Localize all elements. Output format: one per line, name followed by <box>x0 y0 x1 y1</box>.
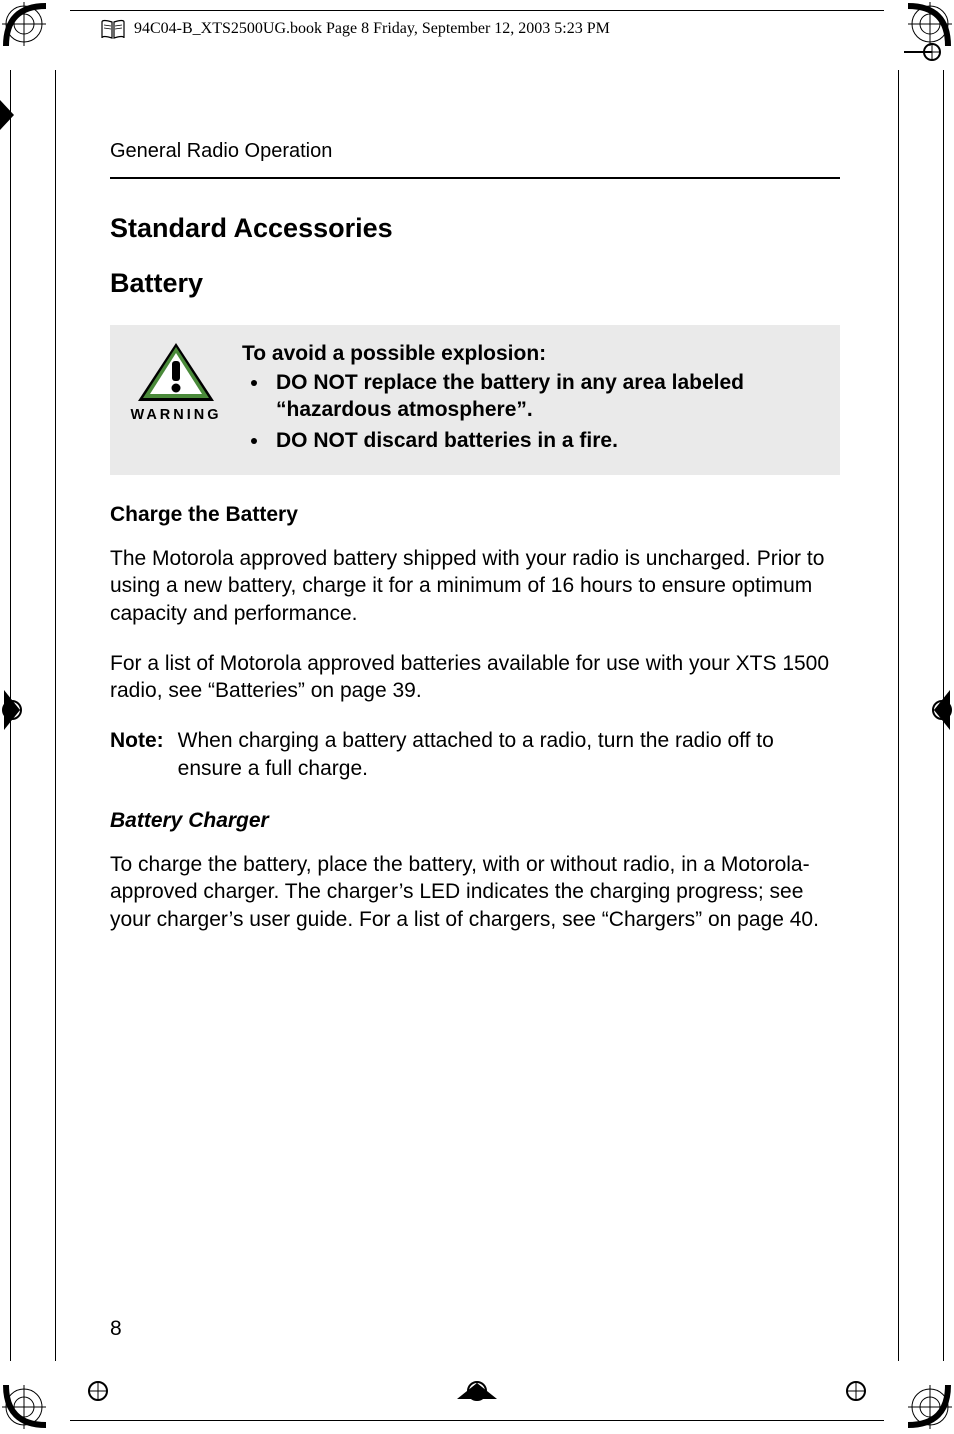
page-number: 8 <box>110 1317 122 1341</box>
crop-line <box>898 70 899 1361</box>
body-paragraph: To charge the battery, place the battery… <box>110 851 840 934</box>
registration-mark-icon <box>2 1369 62 1429</box>
print-header-text: 94C04-B_XTS2500UG.book Page 8 Friday, Se… <box>134 20 610 38</box>
crop-arrow-icon <box>0 100 18 135</box>
warning-lead: To avoid a possible explosion: <box>242 341 822 368</box>
warning-box: WARNING To avoid a possible explosion: D… <box>110 325 840 475</box>
warning-bullet-list: DO NOT replace the battery in any area l… <box>242 370 822 455</box>
crop-arrow-icon <box>904 40 944 64</box>
warning-bullet: DO NOT replace the battery in any area l… <box>270 370 822 424</box>
crop-line <box>55 70 56 1361</box>
running-head: General Radio Operation <box>110 140 840 163</box>
note-body: When charging a battery attached to a ra… <box>178 727 840 782</box>
book-icon <box>100 18 126 40</box>
page-content: General Radio Operation Standard Accesso… <box>110 140 840 956</box>
warning-bullet: DO NOT discard batteries in a fire. <box>270 428 822 455</box>
note-label: Note: <box>110 727 164 782</box>
sub-title: Battery <box>110 268 840 299</box>
print-header: 94C04-B_XTS2500UG.book Page 8 Friday, Se… <box>100 18 610 40</box>
crop-arrow-icon <box>457 1379 497 1403</box>
heading-battery-charger: Battery Charger <box>110 809 840 833</box>
crop-arrow-icon <box>836 1379 876 1403</box>
crop-arrow-icon <box>78 1379 118 1403</box>
crop-arrow-icon <box>0 690 24 730</box>
registration-mark-icon <box>892 1369 952 1429</box>
warning-text: To avoid a possible explosion: DO NOT re… <box>242 341 822 459</box>
note-block: Note: When charging a battery attached t… <box>110 727 840 782</box>
body-paragraph: For a list of Motorola approved batterie… <box>110 650 840 705</box>
crop-line <box>70 10 884 11</box>
crop-arrow-icon <box>930 690 954 730</box>
header-rule <box>110 177 840 179</box>
warning-label: WARNING <box>128 407 224 423</box>
registration-mark-icon <box>2 2 62 62</box>
heading-charge-battery: Charge the Battery <box>110 503 840 527</box>
warning-icon: WARNING <box>128 341 224 423</box>
section-title: Standard Accessories <box>110 213 840 244</box>
crop-line <box>70 1420 884 1421</box>
body-paragraph: The Motorola approved battery shipped wi… <box>110 545 840 628</box>
